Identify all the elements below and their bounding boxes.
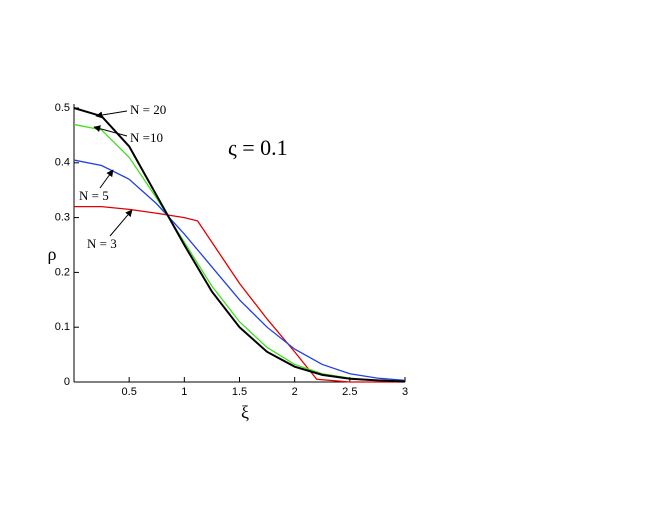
y-tick-label: 0.5	[55, 102, 70, 114]
series-line	[73, 159, 406, 382]
y-tick-label: 0.3	[55, 212, 70, 224]
x-axis-label: ξ	[241, 402, 249, 422]
annotation: N =10	[130, 130, 163, 145]
series-line	[73, 123, 406, 383]
annotation-arrow	[95, 110, 128, 119]
annotation-arrow	[93, 125, 128, 137]
x-tick-label: 3	[402, 386, 408, 398]
annotation: ς = 0.1	[228, 135, 288, 160]
series-line	[73, 107, 406, 383]
y-tick-label: 0	[64, 376, 70, 388]
annotation: N = 5	[79, 188, 109, 203]
x-tick-label: 1	[181, 386, 187, 398]
y-axis-label: ρ	[48, 244, 57, 264]
x-tick-label: 1.5	[232, 386, 247, 398]
y-tick-label: 0.1	[55, 321, 70, 333]
annotation-arrow	[99, 169, 114, 189]
x-tick-label: 2.5	[342, 386, 357, 398]
y-tick-label: 0.4	[55, 157, 70, 169]
x-tick-label: 0.5	[122, 386, 137, 398]
annotation: N = 3	[87, 236, 117, 251]
annotation: N = 20	[130, 102, 166, 117]
x-tick-label: 2	[292, 386, 298, 398]
annotation-arrow	[109, 209, 133, 237]
series-line	[74, 205, 405, 383]
y-tick-label: 0.2	[55, 266, 70, 278]
